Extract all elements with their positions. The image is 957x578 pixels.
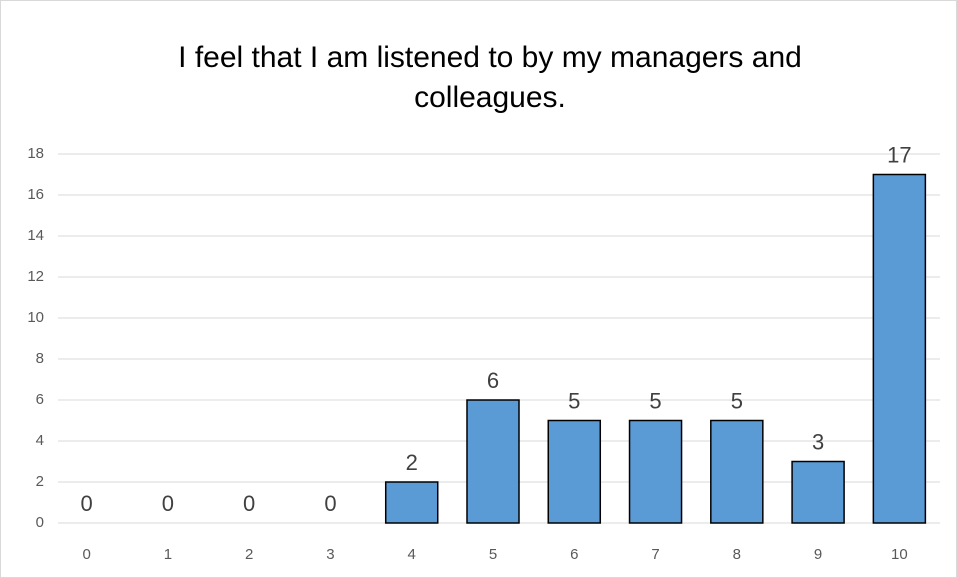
data-label: 5: [568, 388, 580, 413]
x-tick-label: 5: [489, 546, 497, 563]
y-tick-label: 0: [36, 514, 44, 531]
data-label: 2: [406, 450, 418, 475]
x-tick-label: 9: [814, 546, 822, 563]
x-tick-label: 2: [245, 546, 253, 563]
data-label: 3: [812, 429, 824, 454]
bar: [628, 419, 683, 524]
y-tick-label: 2: [36, 473, 44, 490]
x-tick-label: 10: [891, 546, 908, 563]
x-tick-label: 6: [570, 546, 578, 563]
data-label: 0: [162, 491, 174, 516]
y-tick-label: 6: [36, 391, 44, 408]
bar: [547, 419, 602, 524]
x-tick-label: 8: [733, 546, 741, 563]
data-label: 0: [243, 491, 255, 516]
bar: [384, 481, 439, 524]
data-label: 5: [731, 388, 743, 413]
data-label: 17: [887, 142, 911, 167]
bar: [791, 460, 845, 524]
y-tick-label: 10: [27, 309, 44, 326]
y-tick-label: 18: [27, 145, 44, 162]
y-tick-label: 12: [27, 268, 44, 285]
x-tick-label: 4: [408, 546, 416, 563]
x-tick-label: 1: [164, 546, 172, 563]
data-label: 5: [649, 388, 661, 413]
x-tick-label: 0: [82, 546, 90, 563]
data-label: 0: [81, 491, 93, 516]
data-label: 0: [324, 491, 336, 516]
x-tick-label: 3: [326, 546, 334, 563]
chart-title: I feel that I am listened to by my manag…: [178, 41, 802, 114]
bar: [710, 419, 764, 524]
x-tick-label: 7: [651, 546, 659, 563]
y-tick-label: 16: [27, 186, 44, 203]
bar: [466, 399, 520, 524]
y-tick-label: 4: [36, 432, 44, 449]
data-label: 6: [487, 368, 499, 393]
y-tick-label: 14: [27, 227, 44, 244]
y-tick-label: 8: [36, 350, 44, 367]
bar: [872, 173, 927, 524]
